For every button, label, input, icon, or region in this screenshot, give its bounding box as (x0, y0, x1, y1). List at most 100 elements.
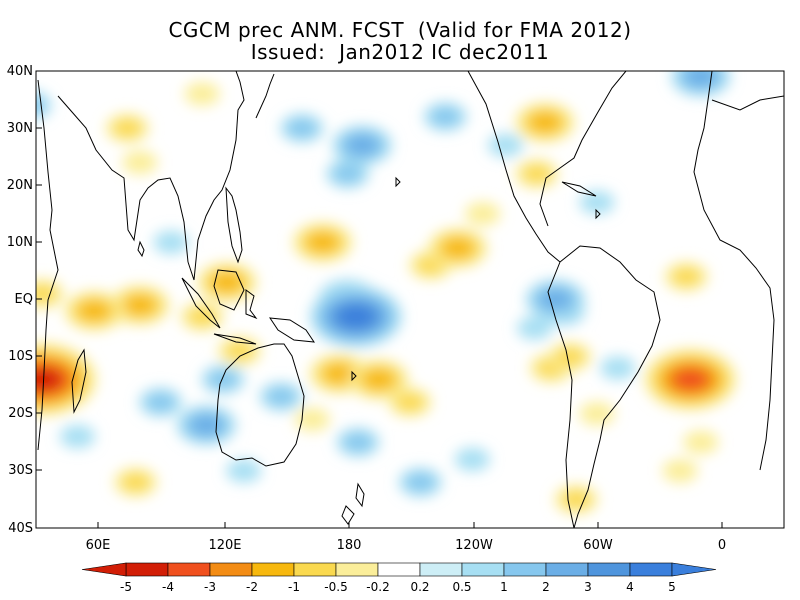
anomaly-patch (522, 164, 552, 184)
anomaly-patch (395, 392, 425, 412)
anomaly-patch (683, 430, 719, 455)
map-subtitle: Issued: Jan2012 IC dec2011 (250, 40, 550, 64)
colorbar-label: -0.5 (324, 580, 348, 594)
coastline-new-zealand (341, 482, 365, 525)
coastline-fiji (351, 370, 357, 382)
colorbar (81, 562, 717, 577)
colorbar-swatch (209, 562, 253, 577)
coastlines (37, 71, 784, 528)
colorbar-label: 5 (668, 580, 676, 594)
coastline-hawaii (395, 176, 401, 188)
anomaly-patch (266, 387, 296, 407)
lat-label-eq: EQ (14, 292, 33, 307)
lon-label-180: 180 (336, 538, 362, 553)
anomaly-patch (187, 307, 217, 327)
colorbar-swatch (167, 562, 211, 577)
colorbar-label: -1 (288, 580, 300, 594)
colorbar-label: -4 (162, 580, 174, 594)
lon-label-60e: 60E (85, 538, 111, 553)
anomaly-patch (112, 118, 143, 138)
colorbar-swatch (545, 562, 589, 577)
coastline-south-asia (57, 95, 189, 263)
lat-label-30s: 30S (8, 463, 33, 478)
anomaly-patch (184, 82, 220, 106)
coastline-australia (215, 343, 305, 467)
coastline-africa-east (37, 79, 59, 451)
anomaly-patch (430, 107, 460, 127)
anomaly-patch (190, 415, 223, 435)
anomaly-patch (517, 316, 553, 340)
coastline-sulawesi (245, 289, 258, 320)
anomaly-patch (36, 368, 62, 391)
anomaly-patch (555, 347, 585, 367)
colorbar-swatch (419, 562, 463, 577)
colorbar-label: 1 (500, 580, 508, 594)
anomaly-patch (60, 424, 96, 449)
colorbar-label: -2 (246, 580, 258, 594)
colorbar-label: -0.2 (366, 580, 390, 594)
coastline-japan (255, 73, 275, 119)
anomaly-patch (672, 368, 709, 391)
lon-label-60w: 60W (583, 538, 613, 553)
anomaly-patch (122, 150, 158, 175)
colorbar-swatch (125, 562, 169, 577)
coastline-caribbean (561, 181, 601, 220)
anomaly-patch (488, 133, 524, 157)
lat-label-10s: 10S (8, 349, 33, 364)
colorbar-swatch (251, 562, 295, 577)
anomaly-field (36, 71, 737, 514)
lat-label-30n: 30N (6, 121, 33, 136)
coastline-sri-lanka (137, 240, 145, 258)
colorbar-swatch (335, 562, 379, 577)
coastline-java (213, 333, 257, 345)
colorbar-swatch (377, 562, 421, 577)
axis-ticks (36, 70, 723, 529)
colorbar-swatch (503, 562, 547, 577)
anomaly-patch (307, 232, 339, 253)
anomaly-patch (294, 407, 330, 432)
coastline-west-africa (693, 71, 775, 471)
anomaly-patch (211, 272, 243, 293)
anomaly-patch (226, 459, 262, 483)
coastline-mediterranean (711, 95, 784, 111)
lon-label-120e: 120E (208, 538, 242, 553)
anomaly-patch (363, 369, 395, 390)
coastline-new-guinea (268, 317, 316, 343)
anomaly-patch (153, 230, 189, 255)
anomaly-patch (287, 118, 317, 138)
anomaly-patch (600, 356, 636, 380)
colorbar-swatch (461, 562, 505, 577)
lat-label-20s: 20S (8, 406, 33, 421)
anomaly-patch (36, 96, 45, 114)
anomaly-patch (579, 190, 615, 215)
coastline-philippines (225, 186, 243, 264)
anomaly-patch (333, 164, 363, 184)
anomaly-patch (225, 341, 255, 361)
anomaly-patch (338, 306, 374, 328)
anomaly-patch (146, 392, 176, 412)
lat-label-40n: 40N (6, 64, 33, 79)
anomaly-patch (529, 112, 561, 133)
colorbar-label: -3 (204, 580, 216, 594)
anomaly-patch (346, 135, 378, 156)
colorbar-label: 4 (626, 580, 634, 594)
lat-label-40s: 40S (8, 521, 33, 536)
anomaly-patch (454, 447, 490, 472)
anomaly-patch (124, 295, 156, 316)
anomaly-patch (208, 370, 238, 389)
anomaly-patch (36, 91, 52, 120)
anomaly-patch (405, 472, 435, 492)
lat-label-20n: 20N (6, 178, 33, 193)
coastline-south-america (547, 245, 661, 528)
anomaly-patch (685, 71, 717, 87)
anomaly-patch (539, 289, 572, 310)
colorbar-label: -5 (120, 580, 132, 594)
colorbar-arrow-low (81, 562, 127, 577)
anomaly-patch (323, 363, 356, 384)
coastline-borneo (213, 269, 245, 311)
colorbar-swatch (629, 562, 673, 577)
colorbar-swatch (293, 562, 337, 577)
coastline-sumatra (181, 277, 221, 329)
coastline-east-asia (187, 71, 245, 281)
